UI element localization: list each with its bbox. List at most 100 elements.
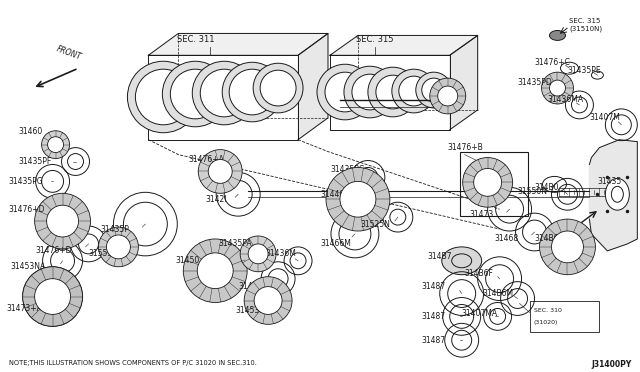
Polygon shape [450, 35, 477, 130]
Text: 31487: 31487 [422, 336, 446, 345]
Ellipse shape [540, 219, 595, 275]
Text: 31453M: 31453M [235, 306, 266, 315]
Ellipse shape [240, 236, 276, 272]
Text: 31453NA: 31453NA [11, 262, 46, 271]
Ellipse shape [422, 78, 445, 102]
Ellipse shape [317, 64, 373, 120]
Text: 31436MA: 31436MA [547, 96, 584, 105]
Text: 314B6F: 314B6F [465, 269, 493, 278]
Text: 31440: 31440 [320, 190, 344, 199]
Ellipse shape [47, 205, 79, 237]
Ellipse shape [99, 227, 138, 267]
Text: 31468: 31468 [495, 234, 519, 243]
Ellipse shape [430, 78, 466, 114]
Text: 31435PB: 31435PB [238, 282, 272, 291]
Text: 31466M: 31466M [320, 240, 351, 248]
Text: SEC. 310: SEC. 310 [534, 308, 561, 314]
Ellipse shape [416, 72, 452, 108]
Text: FRONT: FRONT [55, 45, 83, 62]
Ellipse shape [47, 137, 63, 153]
Ellipse shape [438, 86, 458, 106]
Text: 314B7: 314B7 [428, 252, 452, 261]
Text: 314B6F: 314B6F [534, 234, 563, 243]
Text: 31555U: 31555U [88, 249, 118, 258]
Text: 31435PC: 31435PC [330, 165, 364, 174]
Ellipse shape [474, 169, 502, 196]
Ellipse shape [35, 193, 90, 249]
Ellipse shape [163, 61, 228, 127]
Text: 31473+A: 31473+A [6, 304, 42, 313]
Bar [460, 152, 527, 216]
Text: 31476+D: 31476+D [9, 205, 45, 214]
Text: 31435PF: 31435PF [19, 157, 52, 166]
Ellipse shape [22, 267, 83, 326]
Polygon shape [298, 33, 328, 140]
Ellipse shape [344, 66, 396, 118]
Text: 31435: 31435 [597, 177, 621, 186]
Ellipse shape [399, 76, 429, 106]
Text: 314B6M: 314B6M [483, 289, 514, 298]
Ellipse shape [136, 69, 191, 125]
Text: 31435PE: 31435PE [568, 66, 601, 75]
Ellipse shape [392, 69, 436, 113]
Text: 3142l: 3142l [205, 195, 227, 204]
Ellipse shape [197, 253, 233, 289]
Ellipse shape [552, 231, 584, 263]
Ellipse shape [35, 279, 70, 314]
Text: 31460: 31460 [19, 127, 43, 136]
Text: 31476+A: 31476+A [188, 155, 224, 164]
Ellipse shape [42, 131, 70, 158]
Ellipse shape [368, 67, 418, 117]
Ellipse shape [340, 182, 376, 217]
Text: (31510N): (31510N) [570, 25, 603, 32]
Ellipse shape [605, 179, 629, 210]
Text: (31020): (31020) [534, 320, 558, 326]
Polygon shape [330, 35, 477, 55]
Text: 31487: 31487 [422, 312, 446, 321]
Text: 31550N: 31550N [518, 187, 548, 196]
Ellipse shape [183, 239, 247, 302]
Text: 31476+B: 31476+B [448, 143, 483, 152]
Ellipse shape [550, 80, 566, 96]
Text: 31435PA: 31435PA [218, 240, 252, 248]
Text: NOTE;THIS ILLUSTRATION SHOWS COMPONENTS OF P/C 31020 IN SEC.310.: NOTE;THIS ILLUSTRATION SHOWS COMPONENTS … [9, 360, 257, 366]
Text: 31407MA: 31407MA [461, 309, 498, 318]
Text: 31476+D: 31476+D [36, 246, 72, 255]
Ellipse shape [198, 150, 242, 193]
Text: SEC. 315: SEC. 315 [570, 17, 601, 23]
Polygon shape [148, 33, 328, 55]
Ellipse shape [442, 247, 482, 275]
Ellipse shape [106, 235, 131, 259]
Ellipse shape [222, 62, 282, 122]
Ellipse shape [352, 74, 388, 110]
Text: 31435PD: 31435PD [518, 78, 552, 87]
Ellipse shape [260, 70, 296, 106]
Text: 31525N: 31525N [360, 219, 390, 228]
Text: SEC. 315: SEC. 315 [356, 35, 394, 44]
Ellipse shape [192, 61, 256, 125]
Ellipse shape [244, 277, 292, 324]
Ellipse shape [127, 61, 199, 133]
Ellipse shape [248, 244, 268, 264]
Text: 31435P: 31435P [100, 225, 129, 234]
Ellipse shape [463, 158, 513, 207]
Text: 31450: 31450 [175, 256, 200, 265]
Text: J31400PY: J31400PY [591, 360, 631, 369]
Polygon shape [589, 140, 637, 251]
Bar [529, 301, 600, 332]
Ellipse shape [200, 69, 248, 117]
Ellipse shape [550, 31, 566, 41]
Text: 31435PG: 31435PG [9, 177, 44, 186]
Ellipse shape [229, 69, 275, 115]
Ellipse shape [541, 72, 573, 104]
Text: 31436M: 31436M [265, 249, 296, 258]
Text: 31476+C: 31476+C [534, 58, 570, 67]
Ellipse shape [326, 167, 390, 231]
Ellipse shape [376, 75, 410, 109]
Text: 314B0: 314B0 [534, 183, 559, 192]
Ellipse shape [325, 72, 365, 112]
Ellipse shape [254, 286, 282, 314]
Text: SEC. 311: SEC. 311 [177, 35, 214, 44]
Text: 31473: 31473 [470, 210, 494, 219]
Ellipse shape [170, 69, 220, 119]
